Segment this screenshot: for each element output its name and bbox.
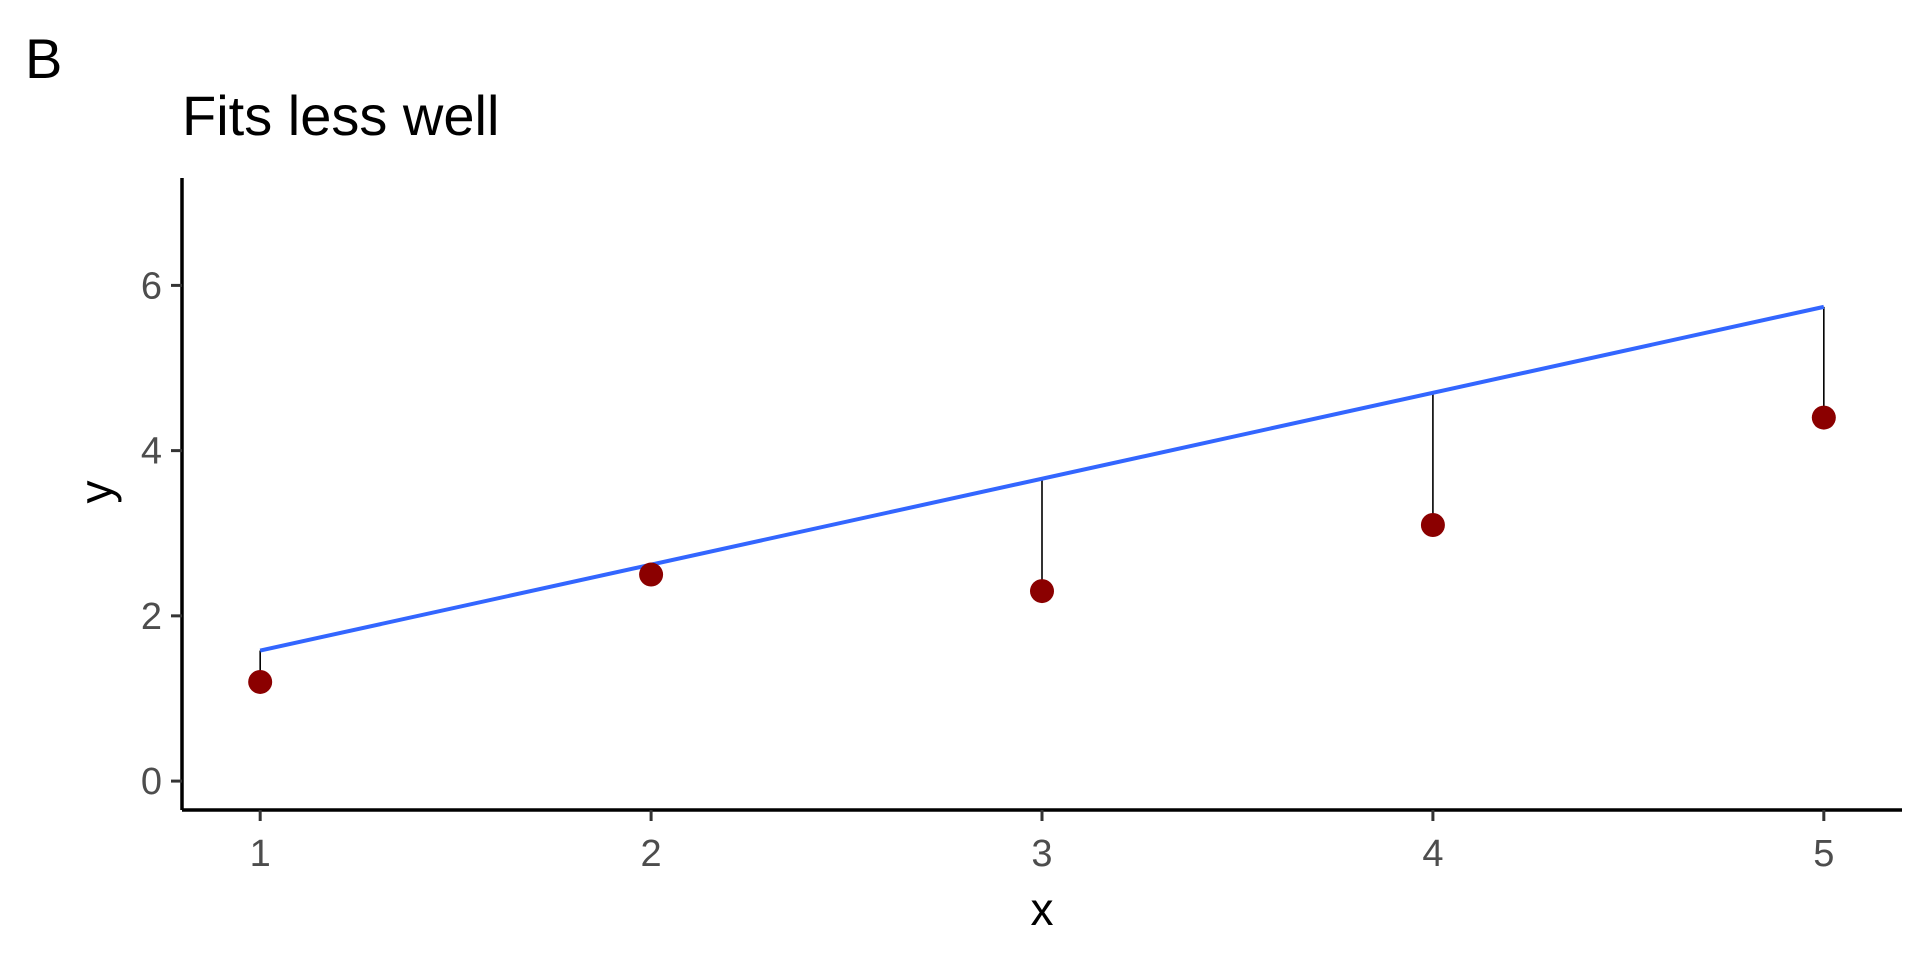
- x-tick-label: 5: [1813, 833, 1834, 875]
- fit-line-layer: [259, 304, 1825, 653]
- chart-title: Fits less well: [182, 84, 499, 147]
- data-point: [1030, 579, 1054, 604]
- panel-label: B: [25, 27, 62, 90]
- x-tick-label: 1: [250, 833, 271, 875]
- x-tick-label: 3: [1031, 833, 1052, 875]
- axes: 1 2 3 4 5 0 2 4 6: [141, 178, 1902, 875]
- residual-lines: [259, 306, 1825, 682]
- y-axis-title: y: [70, 481, 122, 504]
- data-point: [1811, 405, 1836, 430]
- x-axis-title: x: [1031, 883, 1054, 935]
- y-tick-label: 4: [141, 431, 162, 473]
- data-point: [1420, 512, 1445, 537]
- data-point: [639, 562, 664, 587]
- data-points: [248, 405, 1836, 694]
- fit-line: [259, 304, 1825, 653]
- x-tick-label: 4: [1422, 833, 1443, 875]
- y-tick-label: 2: [141, 596, 162, 638]
- data-point: [248, 669, 273, 694]
- y-tick-label: 0: [141, 761, 162, 803]
- y-tick-label: 6: [141, 265, 162, 307]
- x-tick-label: 2: [641, 833, 662, 875]
